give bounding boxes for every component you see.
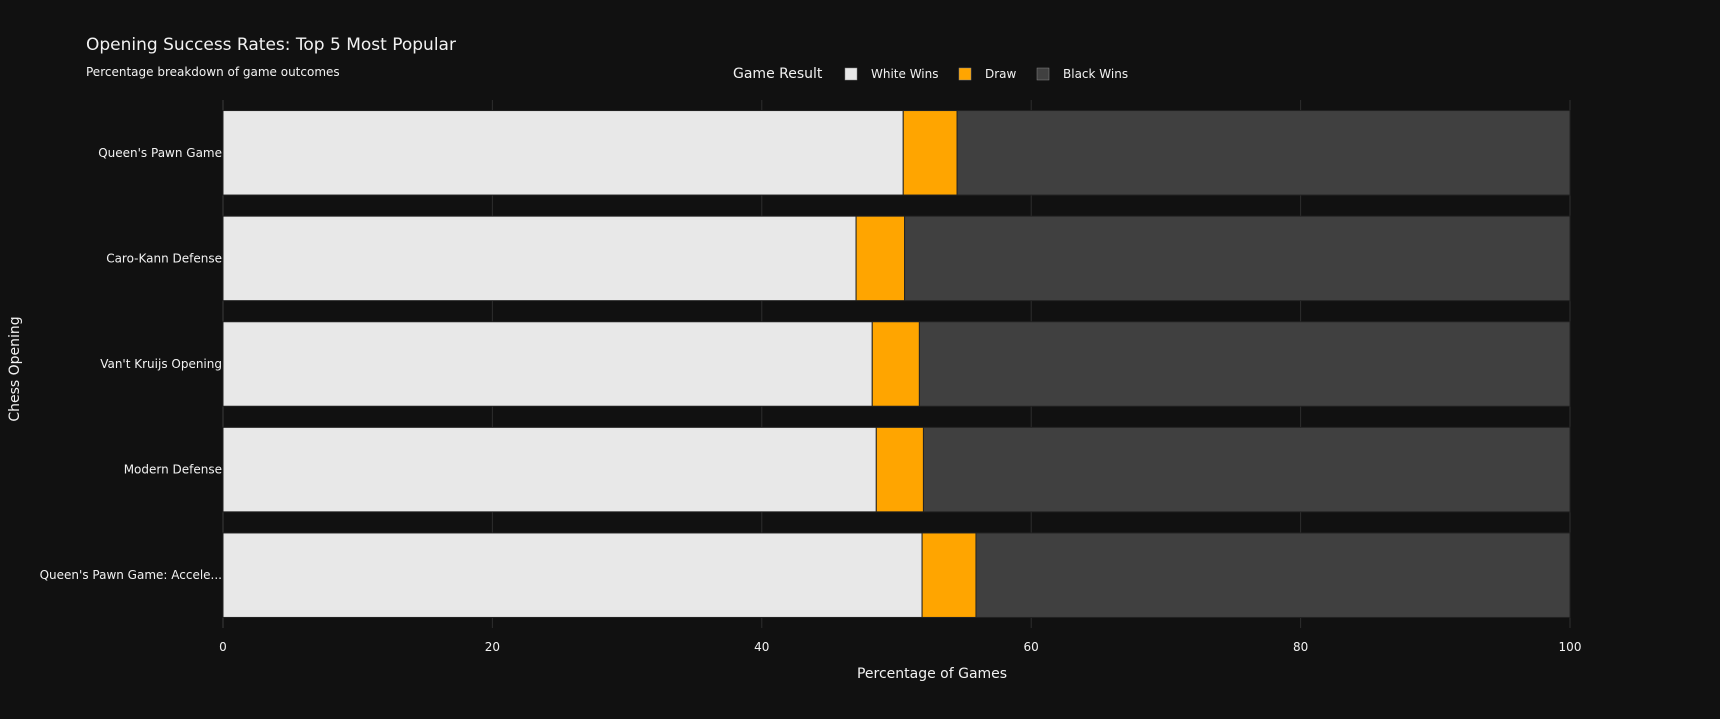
legend-title: Game Result	[733, 66, 823, 82]
x-tick-label: 60	[1024, 640, 1039, 654]
legend-label[interactable]: White Wins	[871, 67, 939, 81]
bar-draw[interactable]	[902, 110, 958, 196]
bar-black-wins[interactable]	[918, 321, 1571, 407]
legend: Game Result White Wins Draw Black Wins	[733, 66, 1128, 82]
y-tick-label: Modern Defense	[124, 463, 222, 477]
bar-white-wins[interactable]	[222, 110, 904, 196]
x-tick-label: 40	[754, 640, 769, 654]
y-tick-label: Van't Kruijs Opening	[100, 357, 222, 371]
bar-draw[interactable]	[871, 321, 920, 407]
x-tick-label: 20	[485, 640, 500, 654]
legend-items: White Wins Draw Black Wins	[844, 67, 1128, 81]
bar-draw[interactable]	[921, 532, 977, 618]
bar-black-wins[interactable]	[904, 215, 1571, 302]
x-tick-label: 100	[1559, 640, 1582, 654]
y-axis-title: Chess Opening	[7, 316, 23, 421]
bars	[222, 110, 1571, 618]
bar-white-wins[interactable]	[222, 215, 857, 302]
x-tick-label: 80	[1293, 640, 1308, 654]
y-tick-label: Caro-Kann Defense	[106, 251, 222, 265]
bar-draw[interactable]	[855, 215, 906, 302]
y-axis-ticks: Queen's Pawn Game Caro-Kann Defense Van't …	[40, 146, 222, 582]
legend-swatch[interactable]	[844, 67, 858, 81]
bar-black-wins[interactable]	[975, 532, 1571, 618]
bar-white-wins[interactable]	[222, 321, 873, 407]
x-axis-title: Percentage of Games	[857, 666, 1007, 682]
y-tick-label: Queen's Pawn Game	[98, 146, 222, 160]
chart-subtitle: Percentage breakdown of game outcomes	[86, 65, 340, 79]
legend-label[interactable]: Black Wins	[1063, 67, 1128, 81]
y-tick-label: Queen's Pawn Game: Accele...	[40, 568, 222, 582]
legend-swatch[interactable]	[1036, 67, 1050, 81]
bar-draw[interactable]	[875, 426, 924, 513]
legend-label[interactable]: Draw	[985, 67, 1017, 81]
legend-swatch[interactable]	[958, 67, 972, 81]
bar-white-wins[interactable]	[222, 532, 923, 618]
bar-black-wins[interactable]	[922, 426, 1571, 513]
x-tick-label: 0	[219, 640, 227, 654]
bar-black-wins[interactable]	[956, 110, 1571, 196]
x-axis-ticks: 0 20 40 60 80 100	[219, 640, 1581, 654]
chart-title: Opening Success Rates: Top 5 Most Popula…	[86, 35, 456, 55]
bar-white-wins[interactable]	[222, 426, 877, 513]
